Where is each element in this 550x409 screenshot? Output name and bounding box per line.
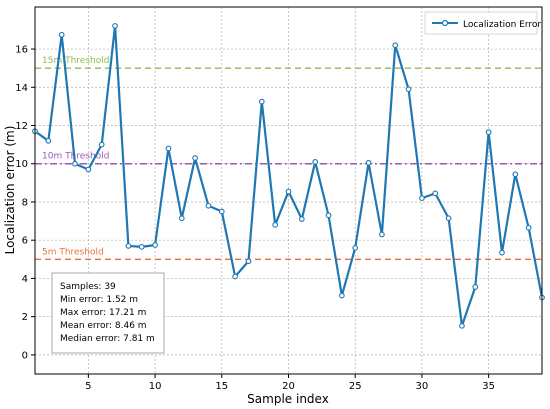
data-point: [112, 23, 118, 29]
stats-mean-error: Mean error: 8.46 m: [60, 321, 147, 331]
data-point: [258, 98, 265, 105]
legend-box: [424, 11, 538, 35]
stats-box: Samples: 39 Min error: 1.52 m Max error:…: [51, 272, 165, 354]
y-tick-label: 12: [15, 121, 28, 132]
data-point: [218, 208, 225, 215]
data-point: [192, 155, 198, 161]
data-point: [58, 31, 65, 38]
x-axis-label: Sample index: [247, 392, 329, 406]
data-point: [125, 243, 132, 249]
data-point: [339, 292, 345, 299]
data-point: [205, 202, 212, 209]
x-tick-label: 25: [349, 381, 362, 392]
y-tick-label: 10: [15, 159, 28, 170]
y-tick-label: 4: [22, 274, 28, 285]
y-axis-label: Localization error (m): [3, 126, 17, 255]
stats-median-error: Median error: 7.81 m: [60, 334, 155, 344]
x-tick-label: 5: [85, 381, 91, 392]
threshold-label: 10m Threshold: [42, 152, 109, 162]
x-axis: 5 10 15 20 25 30 35: [85, 374, 495, 392]
threshold-label: 15m Threshold: [42, 56, 109, 66]
y-tick-label: 8: [22, 197, 28, 208]
data-series: [32, 23, 545, 329]
data-point: [525, 224, 532, 231]
data-point: [285, 188, 292, 195]
x-tick-label: 30: [416, 381, 429, 392]
data-point: [272, 222, 279, 228]
y-tick-label: 14: [15, 83, 28, 94]
y-tick-label: 16: [15, 45, 28, 56]
data-point: [379, 231, 385, 238]
data-point: [98, 141, 105, 148]
threshold-label: 5m Threshold: [42, 247, 104, 257]
data-point: [405, 86, 412, 93]
stats-max-error: Max error: 17.21 m: [60, 308, 146, 318]
x-tick-label: 10: [149, 381, 162, 392]
data-point: [499, 249, 505, 256]
x-tick-label: 20: [282, 381, 295, 392]
data-point: [45, 137, 52, 144]
y-tick-label: 0: [22, 350, 28, 361]
data-point: [138, 244, 145, 250]
data-point: [445, 215, 452, 222]
data-point: [365, 159, 372, 166]
data-point: [392, 42, 399, 49]
data-point: [512, 171, 519, 178]
data-point: [419, 195, 425, 201]
data-point: [485, 129, 492, 136]
y-tick-label: 6: [22, 236, 28, 247]
data-point: [472, 284, 479, 290]
stats-min-error: Min error: 1.52 m: [60, 295, 138, 305]
data-point: [432, 190, 439, 197]
data-point: [72, 160, 78, 167]
data-point: [165, 145, 172, 152]
data-point: [325, 212, 332, 219]
data-point: [312, 158, 319, 165]
data-point: [298, 216, 305, 223]
x-tick-label: 15: [215, 381, 228, 392]
data-point: [178, 215, 185, 222]
threshold-lines: 15m Threshold 10m Threshold 5m Threshold: [35, 56, 542, 261]
legend-marker: [441, 19, 449, 27]
data-point: [152, 242, 158, 248]
stats-samples: Samples: 39: [60, 282, 116, 292]
x-tick-label: 35: [482, 381, 495, 392]
data-point: [459, 322, 465, 329]
data-point: [232, 273, 238, 280]
stats-box-frame: [51, 272, 165, 354]
data-point: [245, 258, 252, 265]
y-axis: 0 2 4 6 8 10 12 14 16: [15, 45, 35, 361]
legend: Localization Error: [424, 11, 541, 35]
data-point: [85, 166, 92, 173]
data-point: [352, 244, 359, 251]
y-tick-label: 2: [22, 312, 28, 323]
legend-label: Localization Error: [463, 20, 541, 30]
